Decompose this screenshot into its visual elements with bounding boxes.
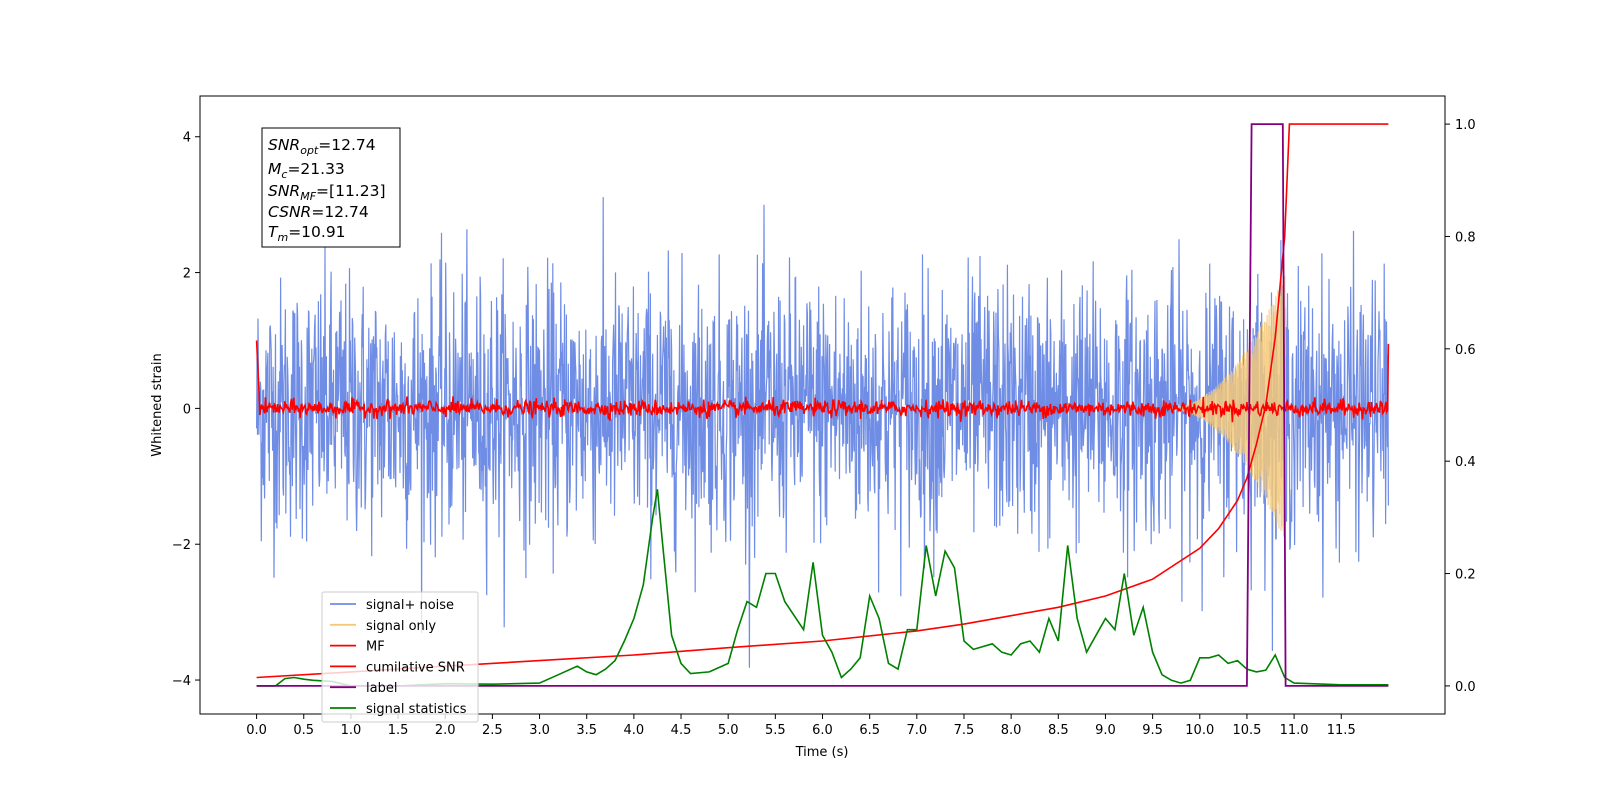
x-tick-label: 2.0 [435,723,456,738]
stat-mc: Mc=21.33 [268,160,345,181]
y2-tick-label: 0.6 [1455,343,1476,358]
x-tick-label: 0.5 [293,723,314,738]
y-axis-left: −4 −2 0 2 4 [172,131,200,689]
y2-tick-label: 1.0 [1455,118,1476,133]
y2-tick-label: 0.2 [1455,568,1476,583]
x-axis: 0.0 0.5 1.0 1.5 2.0 2.5 3.0 3.5 4.0 4.5 5.0 5.5 6.0 6… [246,714,1356,738]
y-tick-label: 4 [183,131,191,146]
x-tick-label: 7.5 [954,723,975,738]
x-tick-label: 1.0 [341,723,362,738]
x-tick-label: 2.5 [482,723,503,738]
legend: signal+ noise signal only MF cumilative SNR… [321,591,479,723]
x-tick-label: 5.0 [718,723,739,738]
series-cumulative-snr [256,123,1389,679]
x-tick-label: 7.0 [906,723,927,738]
series-mf [255,340,1390,423]
x-tick-label: 10.5 [1232,723,1261,738]
x-tick-label: 3.0 [529,723,550,738]
y-tick-label: 2 [183,267,191,282]
x-axis-label: Time (s) [795,745,849,760]
x-tick-label: 11.5 [1327,723,1356,738]
legend-label: label [366,681,397,696]
x-tick-label: 6.5 [859,723,880,738]
legend-label: cumilative SNR [366,660,465,675]
y2-tick-label: 0.8 [1455,230,1476,245]
stats-box: SNRopt=12.74 Mc=21.33 SNRMF=[11.23] CSNR… [261,127,401,248]
x-tick-label: 8.0 [1001,723,1022,738]
y-axis-right: 0.0 0.2 0.4 0.6 0.8 1.0 [1445,118,1476,695]
stat-snr-opt: SNRopt=12.74 [268,136,376,157]
x-tick-label: 1.5 [388,723,409,738]
stat-tm: Tm=10.91 [268,223,346,244]
legend-label: signal+ noise [366,598,454,613]
plot-area [255,123,1390,687]
series-signal-statistics [256,489,1389,687]
x-tick-label: 5.5 [765,723,786,738]
x-tick-label: 6.0 [812,723,833,738]
x-tick-label: 9.5 [1142,723,1163,738]
legend-label: MF [366,640,385,655]
x-tick-label: 10.0 [1185,723,1214,738]
y-axis-label: Whitened strain [150,353,165,456]
x-tick-label: 0.0 [246,723,267,738]
y-tick-label: −2 [172,538,191,553]
x-tick-label: 8.5 [1048,723,1069,738]
y2-tick-label: 0.4 [1455,455,1476,470]
legend-label: signal only [366,619,436,634]
y2-tick-label: 0.0 [1455,680,1476,695]
y-tick-label: −4 [172,674,191,689]
y-tick-label: 0 [183,402,191,417]
stat-snr-mf: SNRMF=[11.23] [268,182,386,203]
x-tick-label: 3.5 [576,723,597,738]
x-tick-label: 11.0 [1280,723,1309,738]
x-tick-label: 9.0 [1095,723,1116,738]
x-tick-label: 4.5 [671,723,692,738]
stat-csnr: CSNR=12.74 [268,203,369,221]
legend-label: signal statistics [366,702,467,717]
x-tick-label: 4.0 [624,723,645,738]
series-label [256,123,1389,687]
